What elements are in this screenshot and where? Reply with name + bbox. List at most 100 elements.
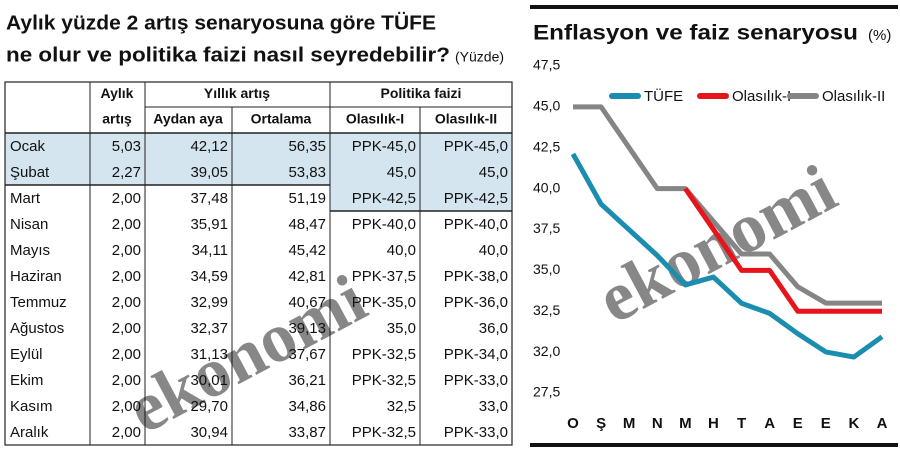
table-cell: 37,67 [288, 346, 326, 363]
table-cell: Ocak [10, 138, 46, 155]
table-cell: PPK-37,5 [352, 268, 416, 285]
table-cell: PPK-36,0 [444, 294, 508, 311]
x-tick-label: O [567, 415, 579, 432]
table-cell: 51,19 [288, 190, 326, 207]
table-cell: 39,13 [288, 320, 326, 337]
table-cell: 48,47 [288, 216, 326, 233]
table-cell: Mart [10, 190, 41, 207]
x-tick-label: A [764, 415, 775, 432]
table-cell: 32,37 [190, 320, 228, 337]
series-line [573, 104, 882, 306]
table-cell: 40,67 [288, 294, 326, 311]
x-tick-label: E [793, 415, 803, 432]
x-tick-label: M [679, 415, 692, 432]
table-title: Aylık yüzde 2 artış senaryosuna göre TÜF… [6, 11, 436, 34]
table-title: ne olur ve politika faizi nasıl seyredeb… [6, 44, 450, 66]
series-line [570, 152, 884, 360]
table-cell: 39,05 [190, 164, 228, 181]
table-cell: 42,12 [190, 138, 228, 155]
chart-unit: (%) [868, 27, 891, 44]
table-cell: Haziran [10, 268, 62, 285]
table-cell: 2,00 [112, 268, 141, 285]
table-cell: 2,00 [112, 216, 141, 233]
table-cell: 32,5 [387, 398, 416, 415]
table-cell: PPK-35,0 [352, 294, 416, 311]
unit-label: (Yüzde) [455, 49, 504, 65]
header-cell: Aylık [101, 85, 134, 101]
table-cell: 34,11 [192, 242, 228, 259]
table-cell: 2,27 [112, 164, 141, 181]
x-tick-label: M [623, 415, 636, 432]
table-cell: 33,0 [479, 398, 508, 415]
table-cell: 2,00 [112, 320, 141, 337]
table-cell: 2,00 [112, 346, 141, 363]
table-cell: Eylül [10, 346, 43, 363]
legend-label: Olasılık-I [732, 88, 791, 105]
y-tick-label: 32,5 [533, 302, 560, 318]
watermark: ekonomi [116, 260, 379, 449]
table-cell: 34,86 [288, 398, 326, 415]
header-cell: Ortalama [251, 111, 312, 127]
highlight [5, 133, 512, 185]
table-cell: 34,59 [190, 268, 228, 285]
table-cell: Mayıs [10, 242, 50, 259]
table-cell: 35,91 [190, 216, 228, 233]
table-cell: 30,01 [190, 372, 228, 389]
table-cell: PPK-42,5 [352, 190, 416, 207]
table-cell: PPK-40,0 [444, 216, 508, 233]
table-cell: PPK-32,5 [352, 372, 416, 389]
y-tick-label: 45,0 [533, 98, 560, 114]
table-cell: 56,35 [288, 138, 326, 155]
table-cell: 2,00 [112, 372, 141, 389]
table-cell: 2,00 [112, 242, 141, 259]
table-cell: PPK-32,5 [352, 346, 416, 363]
y-tick-label: 42,5 [533, 138, 560, 154]
header-cell: artış [102, 111, 132, 127]
table-cell: PPK-33,0 [444, 424, 508, 441]
table-cell: 5,03 [112, 138, 141, 155]
table-cell: 40,0 [479, 242, 508, 259]
table-cell: 40,0 [387, 242, 416, 259]
legend-label: TÜFE [644, 87, 683, 105]
table-cell: 42,81 [288, 268, 326, 285]
table-cell: Ağustos [10, 320, 64, 337]
header-cell: Yıllık artış [204, 85, 270, 101]
table-cell: Şubat [10, 164, 50, 181]
header-cell: Olasılık-II [435, 111, 497, 127]
table-cell: PPK-38,0 [444, 268, 508, 285]
table-cell: Temmuz [10, 294, 67, 311]
table-cell: PPK-45,0 [444, 138, 508, 155]
x-tick-label: N [652, 415, 663, 432]
x-tick-label: A [877, 415, 888, 432]
table-cell: PPK-42,5 [444, 190, 508, 207]
table-cell: 45,42 [288, 242, 326, 259]
legend-label: Olasılık-II [822, 88, 885, 105]
table-cell: PPK-45,0 [352, 138, 416, 155]
table-cell: 31,13 [190, 346, 228, 363]
header-cell: Aydan aya [153, 111, 223, 127]
x-tick-label: H [708, 415, 719, 432]
table-cell: Aralık [10, 424, 49, 441]
table-cell: 2,00 [112, 398, 141, 415]
table-cell: 30,94 [190, 424, 228, 441]
y-tick-label: 35,0 [533, 261, 560, 277]
y-tick-label: 37,5 [533, 220, 560, 236]
x-tick-label: Ş [596, 415, 606, 432]
y-tick-label: 32,0 [533, 343, 560, 359]
y-tick-label: 40,0 [533, 179, 560, 195]
bottom-rule [530, 443, 898, 447]
table-cell: Ekim [10, 372, 43, 389]
table-frame [4, 81, 513, 446]
table-cell: PPK-33,0 [444, 372, 508, 389]
table-cell: 37,48 [190, 190, 228, 207]
table-cell: 45,0 [479, 164, 508, 181]
table-cell: 33,87 [288, 424, 326, 441]
table-cell: 2,00 [112, 294, 141, 311]
table-cell: PPK-34,0 [444, 346, 508, 363]
header-cell: Politika faizi [381, 85, 462, 101]
table-cell: Kasım [10, 398, 53, 415]
x-tick-label: K [848, 415, 859, 432]
header-cell: Olasılık-I [346, 111, 404, 127]
chart-title: Enflasyon ve faiz senaryosu [533, 22, 858, 45]
